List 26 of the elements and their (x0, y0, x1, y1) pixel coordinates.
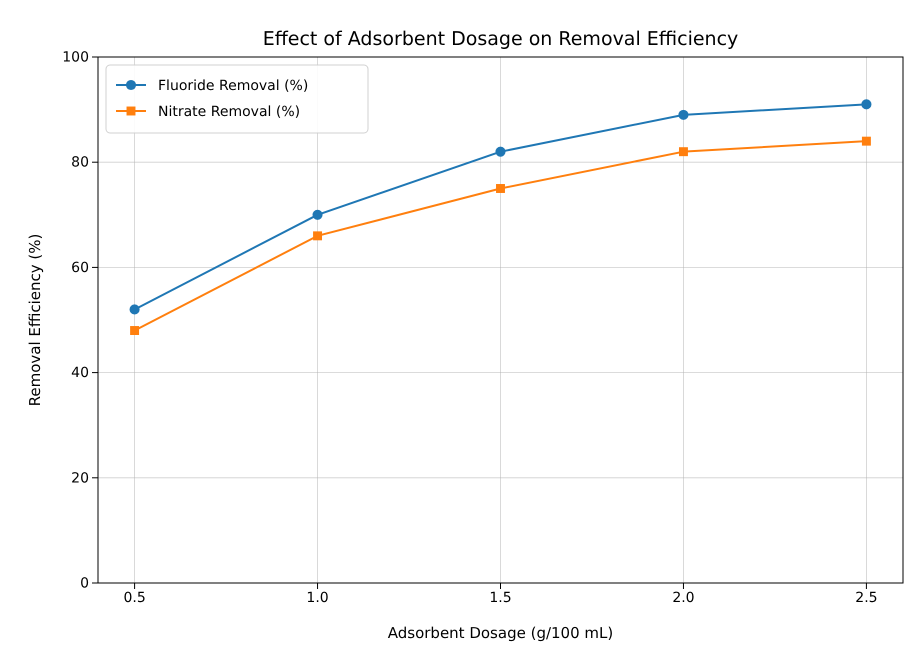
x-axis-title: Adsorbent Dosage (g/100 mL) (388, 624, 614, 642)
point (678, 147, 688, 156)
y-tick-label: 60 (71, 260, 89, 276)
y-tick-label: 0 (80, 575, 89, 592)
point (312, 210, 323, 220)
point (496, 184, 505, 193)
point (861, 99, 872, 110)
y-tick-label: 80 (71, 154, 89, 171)
point (495, 146, 506, 157)
x-tick-label: 1.0 (306, 590, 329, 606)
x-tick-label: 2.0 (672, 590, 695, 606)
point (313, 231, 322, 240)
point (678, 110, 688, 120)
x-tick-label: 0.5 (123, 590, 146, 606)
legend-label: Nitrate Removal (%) (158, 104, 300, 120)
x-tick-label: 1.5 (489, 590, 512, 606)
y-axis-title: Removal Efficiency (%) (26, 234, 44, 406)
point (130, 304, 140, 315)
legend-label: Fluoride Removal (%) (158, 78, 308, 94)
y-tick-label: 100 (62, 49, 89, 66)
x-tick-label: 2.5 (855, 590, 878, 606)
y-tick-label: 40 (71, 365, 89, 382)
point (130, 326, 140, 335)
y-tick-label: 20 (71, 470, 89, 486)
point (862, 136, 871, 146)
chart-title: Effect of Adsorbent Dosage on Removal Efficiency (262, 28, 738, 50)
